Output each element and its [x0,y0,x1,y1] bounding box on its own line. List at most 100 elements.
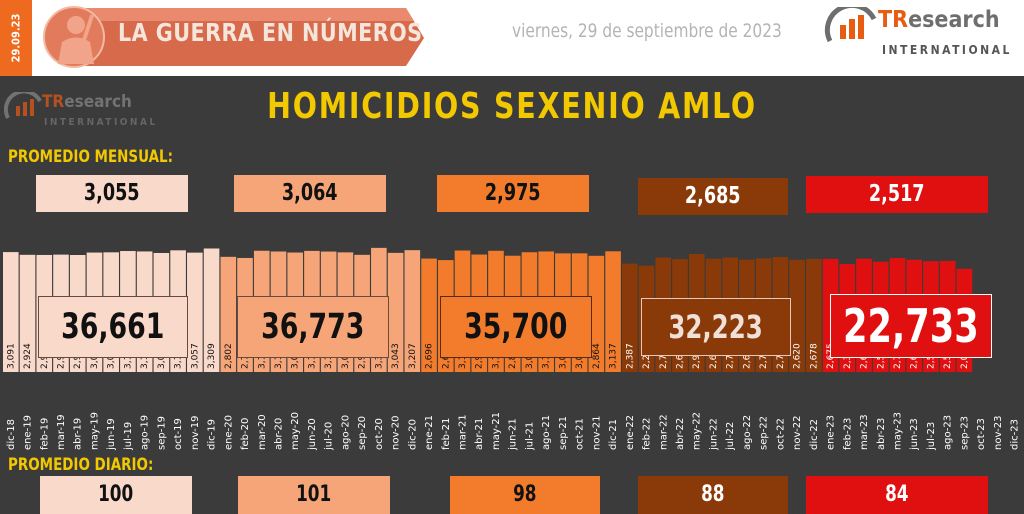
logo-esearch: esearch [908,7,1000,33]
category-label-jul-19: jul-19 [123,422,134,451]
category-label-nov-21: nov-21 [591,416,602,450]
category-label-sep-22: sep-22 [759,416,770,450]
chart-title: HOMICIDIOS SEXENIO AMLO [267,86,757,127]
bar-dic-21 [605,251,621,372]
bar-nov-21 [588,255,605,372]
category-label-abr-20: abr-20 [273,418,284,450]
bar-value-label-ene-21: 2,696 [425,343,435,369]
bar-value-label-dic-18: 3,091 [6,343,16,369]
report-date: viernes, 29 de septiembre de 2023 [512,20,782,42]
category-label-jun-23: jun-23 [909,418,920,451]
category-label-feb-21: feb-21 [441,418,452,450]
bar-ene-21 [421,258,437,372]
category-label-may-23: may-23 [892,412,903,450]
monthly-average-box-2021: 2,975 [437,175,589,212]
category-label-feb-20: feb-20 [240,418,251,450]
category-label-ago-20: ago-20 [340,415,351,450]
bar-nov-20 [387,252,404,372]
bar-value-label-jun-22: 2,685 [709,343,719,369]
monthly-average-box-2020: 3,064 [234,175,386,212]
bar-value-label-nov-22: 2,620 [793,343,803,369]
category-label-mar-20: mar-20 [257,414,268,450]
category-label-nov-20: nov-20 [391,416,402,450]
logo-tr: TR [878,7,909,33]
category-label-ago-19: ago-19 [140,415,151,450]
category-label-abr-21: abr-21 [474,418,485,450]
category-label-oct-20: oct-20 [374,418,385,450]
monthly-average-label: PROMEDIO MENSUAL: [8,147,173,167]
bar-ene-22 [622,263,638,372]
category-label-nov-23: nov-23 [993,416,1004,450]
category-label-jul-21: jul-21 [524,422,535,451]
category-label-sep-21: sep-21 [558,416,569,450]
bar-dic-19 [203,248,220,372]
bar-value-label-dic-21: 3,137 [609,343,619,369]
category-label-jul-20: jul-20 [324,422,335,451]
banner-title: LA GUERRA EN NÚMEROS [118,18,423,47]
category-label-oct-21: oct-21 [575,418,586,450]
bar-dic-20 [404,250,421,372]
bar-value-label-may-22: 2,975 [692,343,702,369]
category-label-may-21: may-21 [491,412,502,450]
bar-dic-18 [3,252,19,372]
bar-dic-22 [806,258,822,372]
bar-value-label-ene-20: 2,802 [224,343,234,369]
total-box-2020: 36,773 [237,296,389,358]
category-label-abr-19: abr-19 [73,418,84,450]
category-label-oct-23: oct-23 [976,418,987,450]
daily-average-box-2020: 101 [238,476,390,514]
category-label-sep-20: sep-20 [357,416,368,450]
daily-average-box-2021: 98 [450,476,600,514]
category-label-ago-21: ago-21 [541,415,552,450]
bar-nov-22 [789,259,805,372]
category-label-dic-21: dic-21 [608,419,619,450]
category-label-dic-22: dic-22 [809,419,820,450]
category-label-mar-19: mar-19 [56,414,67,450]
category-label-jun-21: jun-21 [508,418,519,451]
bar-nov-19 [187,252,203,372]
daily-average-label: PROMEDIO DIARIO: [8,455,154,475]
logo-arc-icon [824,7,877,43]
category-label-feb-22: feb-22 [642,418,653,450]
category-label-jul-23: jul-23 [926,422,937,451]
category-label-ene-21: ene-21 [424,415,435,450]
category-label-ago-23: ago-23 [943,415,954,450]
logo-international: INTERNATIONAL [882,43,1012,57]
category-label-may-20: may-20 [290,412,301,450]
monthly-average-box-2022: 2,685 [638,178,788,215]
category-label-feb-23: feb-23 [842,418,853,450]
daily-average-box-2022: 88 [638,476,788,514]
bar-value-label-ago-22: 2,625 [742,343,752,369]
total-box-2021: 35,700 [440,296,592,358]
total-box-2023: 22,733 [830,294,992,358]
category-label-dic-20: dic-20 [407,419,418,450]
bar-value-label-feb-22: 2,262 [642,343,652,369]
category-label-may-22: may-22 [692,412,703,450]
category-label-ene-23: ene-23 [826,415,837,450]
category-label-ene-22: ene-22 [625,415,636,450]
bar-value-label-dic-19: 3,309 [207,343,217,369]
category-label-ene-19: ene-19 [23,415,34,450]
bar-value-label-dic-22: 2,678 [809,343,819,369]
bar-value-label-dic-20: 3,207 [408,343,418,369]
bar-value-label-ene-22: 2,387 [625,343,635,369]
date-code-strip: 29.09.23 [0,0,32,76]
soldier-emblem-icon [58,14,95,64]
category-label-sep-23: sep-23 [959,416,970,450]
category-label-nov-19: nov-19 [190,416,201,450]
category-label-jun-20: jun-20 [307,418,318,451]
category-label-mar-21: mar-21 [458,414,469,450]
category-label-may-19: may-19 [89,412,100,450]
daily-average-box-2023: 84 [806,476,988,514]
category-label-dic-23: dic-23 [1010,419,1021,450]
category-label-abr-22: abr-22 [675,418,686,450]
category-label-oct-22: oct-22 [775,418,786,450]
bar-value-label-ene-19: 2,924 [23,343,33,369]
bar-ene-20 [220,256,237,372]
category-label-mar-22: mar-22 [658,414,669,450]
total-box-2022: 32,223 [641,298,791,356]
total-box-2019: 36,661 [38,296,188,358]
category-label-feb-19: feb-19 [39,418,50,450]
category-label-jun-19: jun-19 [106,418,117,451]
category-label-oct-19: oct-19 [173,418,184,450]
